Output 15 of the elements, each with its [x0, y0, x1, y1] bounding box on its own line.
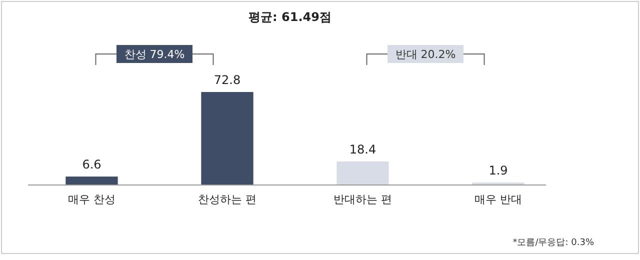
- x-tick-label: 매우 반대: [474, 193, 522, 206]
- bar: [201, 92, 254, 185]
- x-tick-label: 찬성하는 편: [198, 193, 256, 206]
- x-tick-label: 매우 찬성: [68, 193, 116, 206]
- data-label: 6.6: [82, 158, 102, 172]
- bar: [336, 161, 389, 185]
- text: 찬성 79.4%: [124, 48, 185, 61]
- text: *모름/무응답: 0.3%: [512, 238, 594, 248]
- bar: [66, 176, 118, 185]
- data-label: 18.4: [349, 142, 376, 156]
- chart-title: 평균: 61.49점: [248, 10, 332, 24]
- x-tick-label: 반대하는 편: [334, 193, 392, 206]
- data-label: 1.9: [488, 164, 508, 178]
- text: 반대 20.2%: [395, 48, 456, 61]
- data-label: 72.8: [214, 73, 241, 87]
